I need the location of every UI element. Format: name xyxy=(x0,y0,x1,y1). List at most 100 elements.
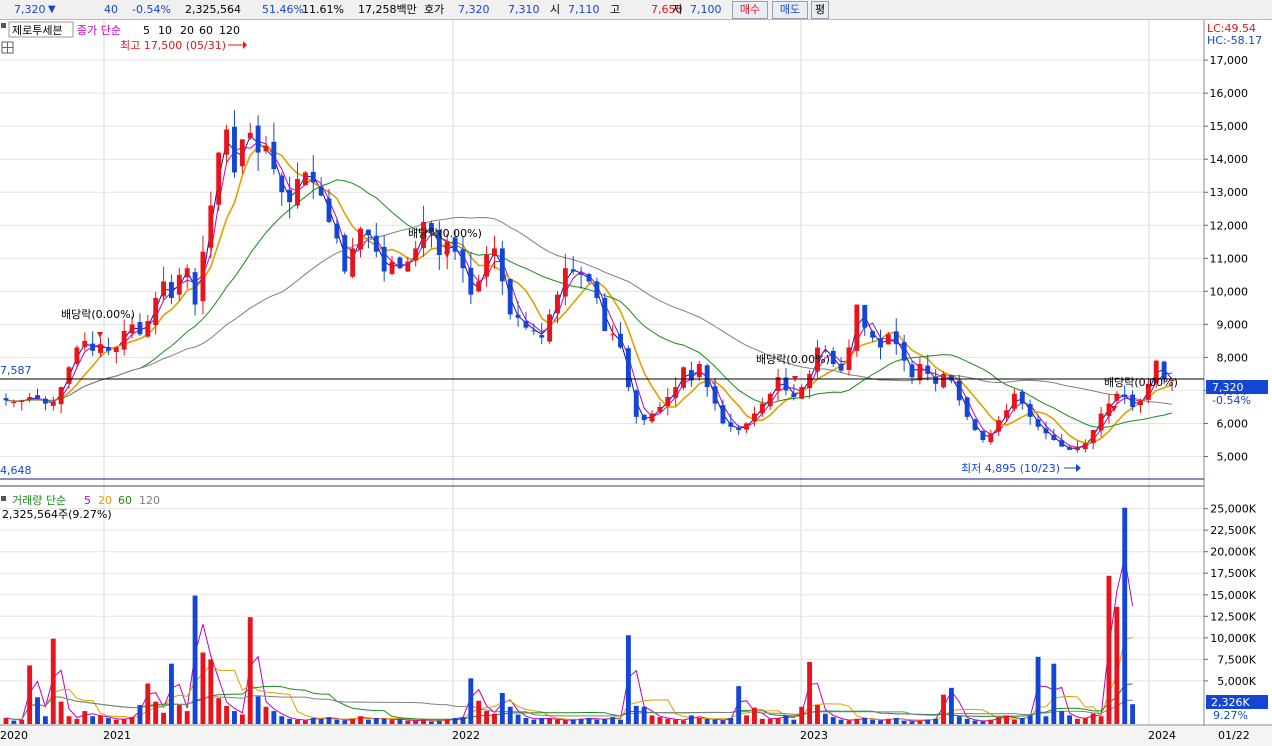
candle-body xyxy=(1011,393,1017,409)
volume-bar xyxy=(492,713,497,724)
candle-body xyxy=(531,330,537,332)
volume-bar xyxy=(350,718,356,724)
volume-legend-ma120: 120 xyxy=(139,494,160,507)
volume-bar xyxy=(681,720,686,724)
x-axis-labels: 2020 2021 2022 2023 2024 01/22 xyxy=(0,729,1250,742)
candle-body xyxy=(641,414,647,421)
candle-body xyxy=(82,340,88,348)
volume-bar xyxy=(184,711,190,724)
candle-body xyxy=(602,297,608,331)
candle-body xyxy=(381,246,387,272)
turnover-rate: 11.61% xyxy=(302,3,344,16)
low-price: 7,100 xyxy=(690,3,722,16)
ma20-line xyxy=(5,144,1173,445)
candle-body xyxy=(216,152,222,205)
x-axis-band xyxy=(0,726,1272,746)
candle-body xyxy=(1161,361,1167,379)
volume-bar xyxy=(807,661,813,724)
price-tick-label: 15,000 xyxy=(1210,120,1249,133)
dividend-label: 배당락(0.00%) xyxy=(61,308,135,321)
candle-body xyxy=(736,427,742,431)
price-tick-label: 17,000 xyxy=(1210,54,1249,67)
candle-body xyxy=(862,304,868,328)
open-label: 시 xyxy=(550,3,561,16)
volume-tick-label: 20,000K xyxy=(1210,546,1256,559)
volume-bar xyxy=(1027,715,1033,724)
volume-bar xyxy=(397,718,403,724)
volume-bar xyxy=(310,717,316,724)
volume-legend-ma20: 20 xyxy=(98,494,112,507)
volume-bar xyxy=(799,706,805,724)
candle-body xyxy=(838,363,844,371)
average-button[interactable]: 평 xyxy=(811,1,829,19)
quote-bar: 7,320 ▼ 40 -0.54% 2,325,564 51.46% 11.61… xyxy=(0,0,1272,20)
volume-bar xyxy=(972,720,978,724)
volume-bar xyxy=(712,719,718,724)
candle-body xyxy=(783,377,789,391)
candle-body xyxy=(365,229,371,236)
candle-body xyxy=(153,297,159,326)
candle-body xyxy=(688,370,694,381)
volume-bar xyxy=(58,701,64,724)
candle-body xyxy=(523,320,529,328)
candle-body xyxy=(468,267,474,295)
candle-body xyxy=(578,273,584,275)
volume-tick-label: 22,500K xyxy=(1210,524,1256,537)
volume-bar xyxy=(50,638,56,724)
candle-body xyxy=(342,235,348,272)
candle-body xyxy=(759,403,765,414)
chart-area[interactable]: 제로투세븐 종가 단순 5 10 20 60 120 LC:49.54 HC:-… xyxy=(0,20,1272,746)
sell-button[interactable]: 매도 xyxy=(772,1,808,19)
volume-bar xyxy=(917,720,923,724)
panel-handle-icon[interactable] xyxy=(1,496,6,501)
volume-bar xyxy=(484,711,490,724)
candle-body xyxy=(279,175,285,193)
candle-body xyxy=(476,281,482,292)
volume-bar xyxy=(744,715,750,724)
candle-body xyxy=(295,179,300,206)
candle-body xyxy=(98,344,103,353)
candle-body xyxy=(956,380,962,401)
volume-bar xyxy=(1082,717,1088,724)
buy-button[interactable]: 매수 xyxy=(732,1,768,19)
candle-body xyxy=(909,364,915,378)
candle-body xyxy=(90,343,96,351)
volume-bar xyxy=(515,714,521,724)
candle-body xyxy=(484,255,490,277)
current-price-tag-text: 7,320 xyxy=(1212,381,1244,394)
volume-bar xyxy=(775,717,781,724)
volume-bar xyxy=(373,717,379,724)
left-low-marker: 4,648 xyxy=(0,464,32,477)
candle-body xyxy=(948,375,954,381)
volume-bar xyxy=(476,700,482,724)
candle-body xyxy=(775,377,781,391)
candle-body xyxy=(452,237,458,252)
volume-bar xyxy=(594,719,600,724)
volume-bar xyxy=(239,714,245,724)
volume-bar xyxy=(342,720,348,724)
candle-body xyxy=(492,248,497,257)
stock-name-box[interactable] xyxy=(8,21,74,38)
price-tick-label: 10,000 xyxy=(1210,285,1249,298)
volume-bar xyxy=(862,717,868,724)
down-arrow-icon: ▼ xyxy=(48,4,56,15)
grid-icon[interactable] xyxy=(1,41,14,54)
volume-bar xyxy=(452,717,458,724)
high-label: 고 xyxy=(610,3,621,16)
volume-bar xyxy=(1075,718,1080,724)
candle-body xyxy=(3,398,9,401)
bid-label: 호가 xyxy=(424,3,445,16)
volume-bar xyxy=(200,652,206,724)
candle-body xyxy=(822,350,828,352)
stock-name: 제로투세븐 xyxy=(12,24,63,37)
candle-body xyxy=(436,229,442,255)
volume-bar xyxy=(570,719,576,724)
candle-body xyxy=(917,364,923,381)
volume-bar xyxy=(129,717,135,724)
volume-bar xyxy=(302,720,308,724)
volume-bar xyxy=(878,720,883,724)
volume-bar xyxy=(539,717,545,724)
volume-bar xyxy=(736,686,742,724)
panel-handle-icon[interactable] xyxy=(1,23,6,28)
